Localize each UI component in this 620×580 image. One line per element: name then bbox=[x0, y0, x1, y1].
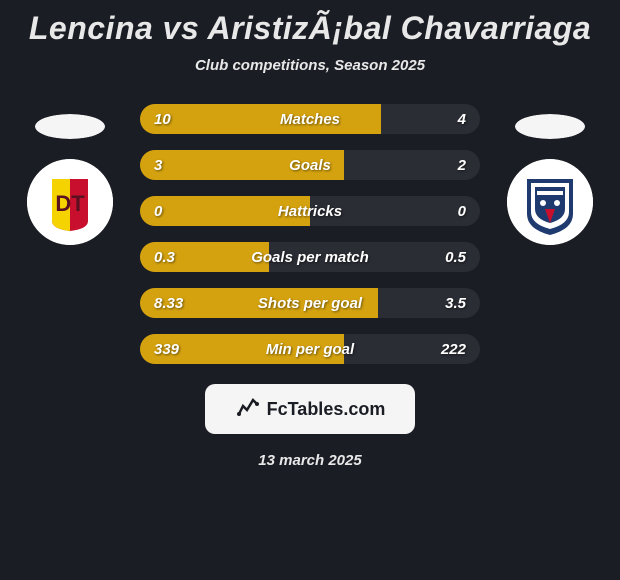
brand-badge[interactable]: FcTables.com bbox=[205, 384, 415, 434]
stat-label: Min per goal bbox=[266, 341, 354, 358]
stat-value-right: 4 bbox=[458, 111, 466, 128]
comparison-row: DT 10 Matches 4 3 Goals 2 0 Hattricks 0 0.3 Goals … bbox=[0, 104, 620, 364]
main-container: Lencina vs AristizÃ¡bal Chavarriaga Club… bbox=[0, 0, 620, 479]
stat-label: Goals per match bbox=[251, 249, 369, 266]
stat-value-right: 0.5 bbox=[445, 249, 466, 266]
player-right-logo bbox=[507, 159, 593, 245]
fctables-logo-icon bbox=[235, 394, 261, 425]
stat-value-left: 0 bbox=[154, 203, 162, 220]
player-left-column: DT bbox=[20, 114, 120, 245]
date-text: 13 march 2025 bbox=[258, 452, 361, 469]
stat-bar-hattricks: 0 Hattricks 0 bbox=[140, 196, 480, 226]
stat-value-right: 0 bbox=[458, 203, 466, 220]
page-subtitle: Club competitions, Season 2025 bbox=[195, 57, 425, 74]
stat-bar-shots-per-goal: 8.33 Shots per goal 3.5 bbox=[140, 288, 480, 318]
stat-label: Goals bbox=[289, 157, 331, 174]
stat-fill bbox=[140, 104, 381, 134]
stat-bar-goals-per-match: 0.3 Goals per match 0.5 bbox=[140, 242, 480, 272]
stat-value-left: 339 bbox=[154, 341, 179, 358]
tolima-logo-icon: DT bbox=[27, 159, 113, 245]
fortaleza-logo-icon bbox=[507, 159, 593, 245]
stat-bar-min-per-goal: 339 Min per goal 222 bbox=[140, 334, 480, 364]
page-title: Lencina vs AristizÃ¡bal Chavarriaga bbox=[29, 10, 591, 47]
stat-bar-goals: 3 Goals 2 bbox=[140, 150, 480, 180]
stat-value-left: 10 bbox=[154, 111, 171, 128]
stat-value-left: 3 bbox=[154, 157, 162, 174]
player-right-column bbox=[500, 114, 600, 245]
brand-text: FcTables.com bbox=[267, 399, 386, 420]
player-left-logo: DT bbox=[27, 159, 113, 245]
svg-text:DT: DT bbox=[55, 191, 85, 216]
player-right-flag-icon bbox=[515, 114, 585, 139]
stat-value-left: 8.33 bbox=[154, 295, 183, 312]
stat-value-right: 222 bbox=[441, 341, 466, 358]
stat-label: Hattricks bbox=[278, 203, 342, 220]
stats-column: 10 Matches 4 3 Goals 2 0 Hattricks 0 0.3 Goals per… bbox=[140, 104, 480, 364]
stat-label: Shots per goal bbox=[258, 295, 362, 312]
stat-bar-matches: 10 Matches 4 bbox=[140, 104, 480, 134]
stat-value-left: 0.3 bbox=[154, 249, 175, 266]
player-left-flag-icon bbox=[35, 114, 105, 139]
stat-label: Matches bbox=[280, 111, 340, 128]
stat-value-right: 3.5 bbox=[445, 295, 466, 312]
stat-value-right: 2 bbox=[458, 157, 466, 174]
